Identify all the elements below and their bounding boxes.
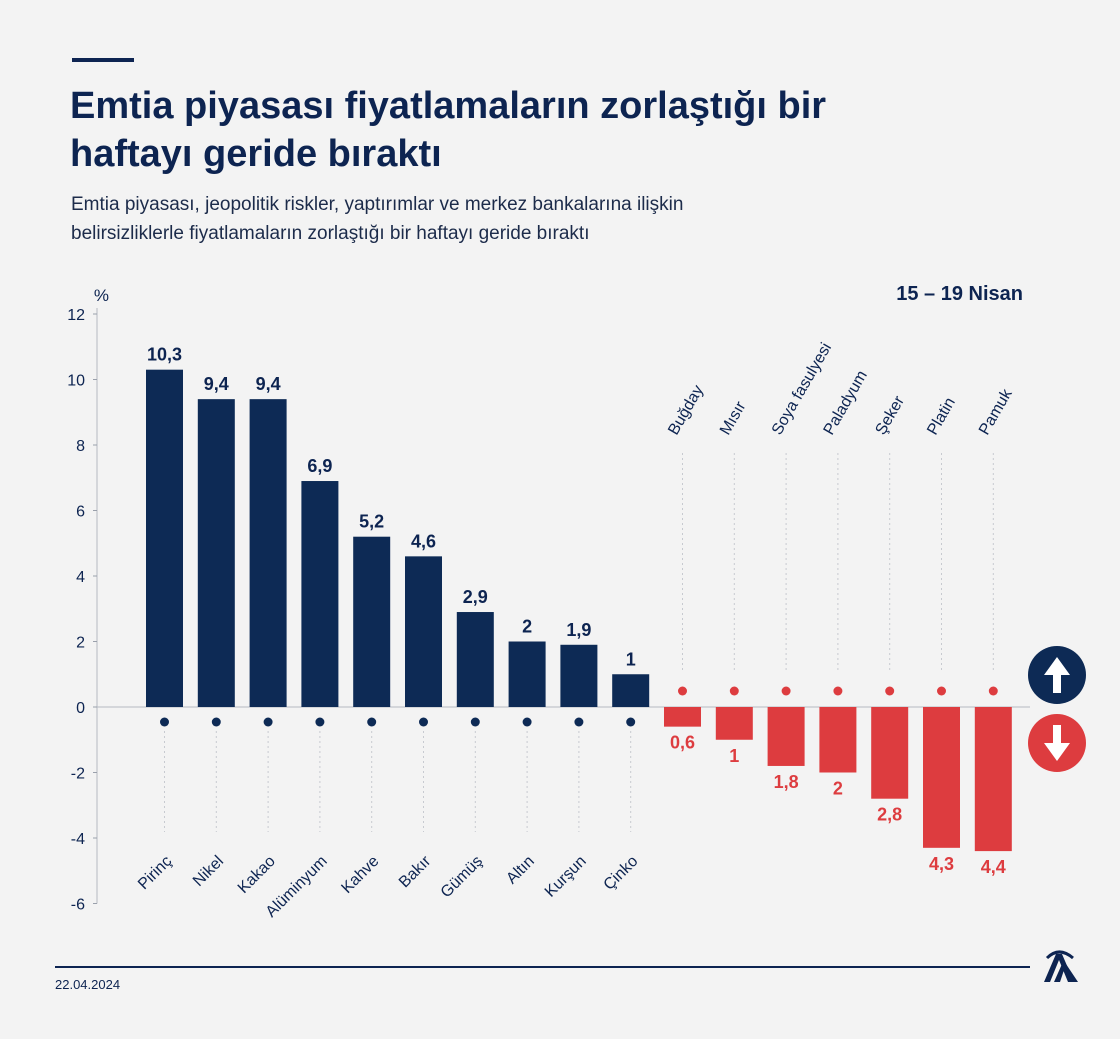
bar-17 [974,707,1012,852]
commodity-icon [367,717,377,727]
commodity-icon [885,686,895,696]
category-label: Nikel [190,853,227,890]
y-tick-label: 12 [67,307,85,324]
commodity-icon [729,686,739,696]
title-accent-bar [72,58,134,62]
commodity-icon [470,717,480,727]
bar-2 [197,399,235,707]
bar-8 [508,641,546,707]
category-label: Altın [503,853,538,888]
y-tick-label: 8 [76,438,85,455]
data-label: 1,8 [774,772,799,792]
up-arrow-icon [1028,646,1086,704]
category-label: Kahve [338,853,382,897]
bar-9 [560,644,598,707]
category-label: Pamuk [976,386,1016,438]
data-label: 4,3 [929,854,954,874]
data-label: 1 [626,649,636,669]
title-line-2: haftayı geride bıraktı [70,133,442,175]
category-label: Pirinç [135,853,175,893]
y-tick-label: 0 [76,700,85,717]
data-label: 1 [729,746,739,766]
y-tick-label: -4 [71,831,85,848]
category-label: Şeker [872,393,908,438]
commodity-icon [211,717,221,727]
publish-date: 22.04.2024 [55,977,121,992]
category-label: Çinko [601,853,642,894]
data-label: 1,9 [566,620,591,640]
commodity-icon [626,717,636,727]
category-label: Platin [924,395,959,438]
data-label: 4,6 [411,531,436,551]
commodity-icon [833,686,843,696]
bar-14 [819,707,857,773]
commodity-icon [419,717,428,727]
bar-3 [249,399,287,707]
data-label: 10,3 [147,345,182,365]
category-label: Paladyum [821,368,871,438]
data-label: 4,4 [981,857,1006,877]
down-arrow-icon [1028,714,1086,772]
aa-logo [1044,950,1078,982]
commodity-icon [937,686,946,696]
bar-6 [405,556,442,707]
data-label: 2 [522,617,532,637]
bar-5 [353,536,391,707]
data-label: 9,4 [256,374,281,394]
data-label: 2,9 [463,587,488,607]
page-subtitle: Emtia piyasası, jeopolitik riskler, yapt… [71,190,971,248]
data-label: 5,2 [359,512,384,532]
y-tick-label: 10 [67,373,85,390]
commodity-icon [263,717,273,727]
commodity-icon [781,686,791,696]
bar-1 [146,369,183,707]
bar-7 [456,612,494,707]
commodity-icon [678,686,687,696]
bar-4 [301,481,339,707]
commodity-icon [160,717,169,727]
bar-16 [923,707,960,848]
data-label: 6,9 [307,456,332,476]
category-label: Kakao [235,853,279,897]
commodity-icon [522,717,532,727]
category-label: Kurşun [542,853,590,901]
category-label: Mısır [717,398,750,438]
commodity-icon [574,717,584,727]
bar-12 [715,707,753,740]
y-axis-title: % [94,286,109,305]
data-label: 2,8 [877,805,902,825]
y-tick-label: 2 [76,635,85,652]
period-label: 15 – 19 Nisan [896,283,1023,305]
data-label: 9,4 [204,374,229,394]
commodity-icon [315,717,325,727]
footer-divider [55,966,1030,968]
bar-13 [767,707,805,766]
y-tick-label: -6 [71,897,85,914]
bar-10 [612,674,650,707]
page-title: Emtia piyasası fiyatlamaların zorlaştığı… [70,82,970,178]
bar-11 [664,707,701,727]
bar-15 [871,707,909,799]
commodity-icon [988,686,998,696]
category-label: Gümüş [438,853,486,901]
data-label: 0,6 [670,733,695,753]
y-tick-label: -2 [71,766,85,783]
category-label: Bakır [396,852,435,891]
title-line-1: Emtia piyasası fiyatlamaların zorlaştığı… [70,85,827,127]
subtitle-line-2: belirsizliklerle fiyatlamaların zorlaştı… [71,223,590,244]
y-tick-label: 6 [76,504,85,521]
y-tick-label: 4 [76,569,85,586]
data-label: 2 [833,779,843,799]
category-label: Buğday [665,383,707,438]
subtitle-line-1: Emtia piyasası, jeopolitik riskler, yapt… [71,194,684,215]
